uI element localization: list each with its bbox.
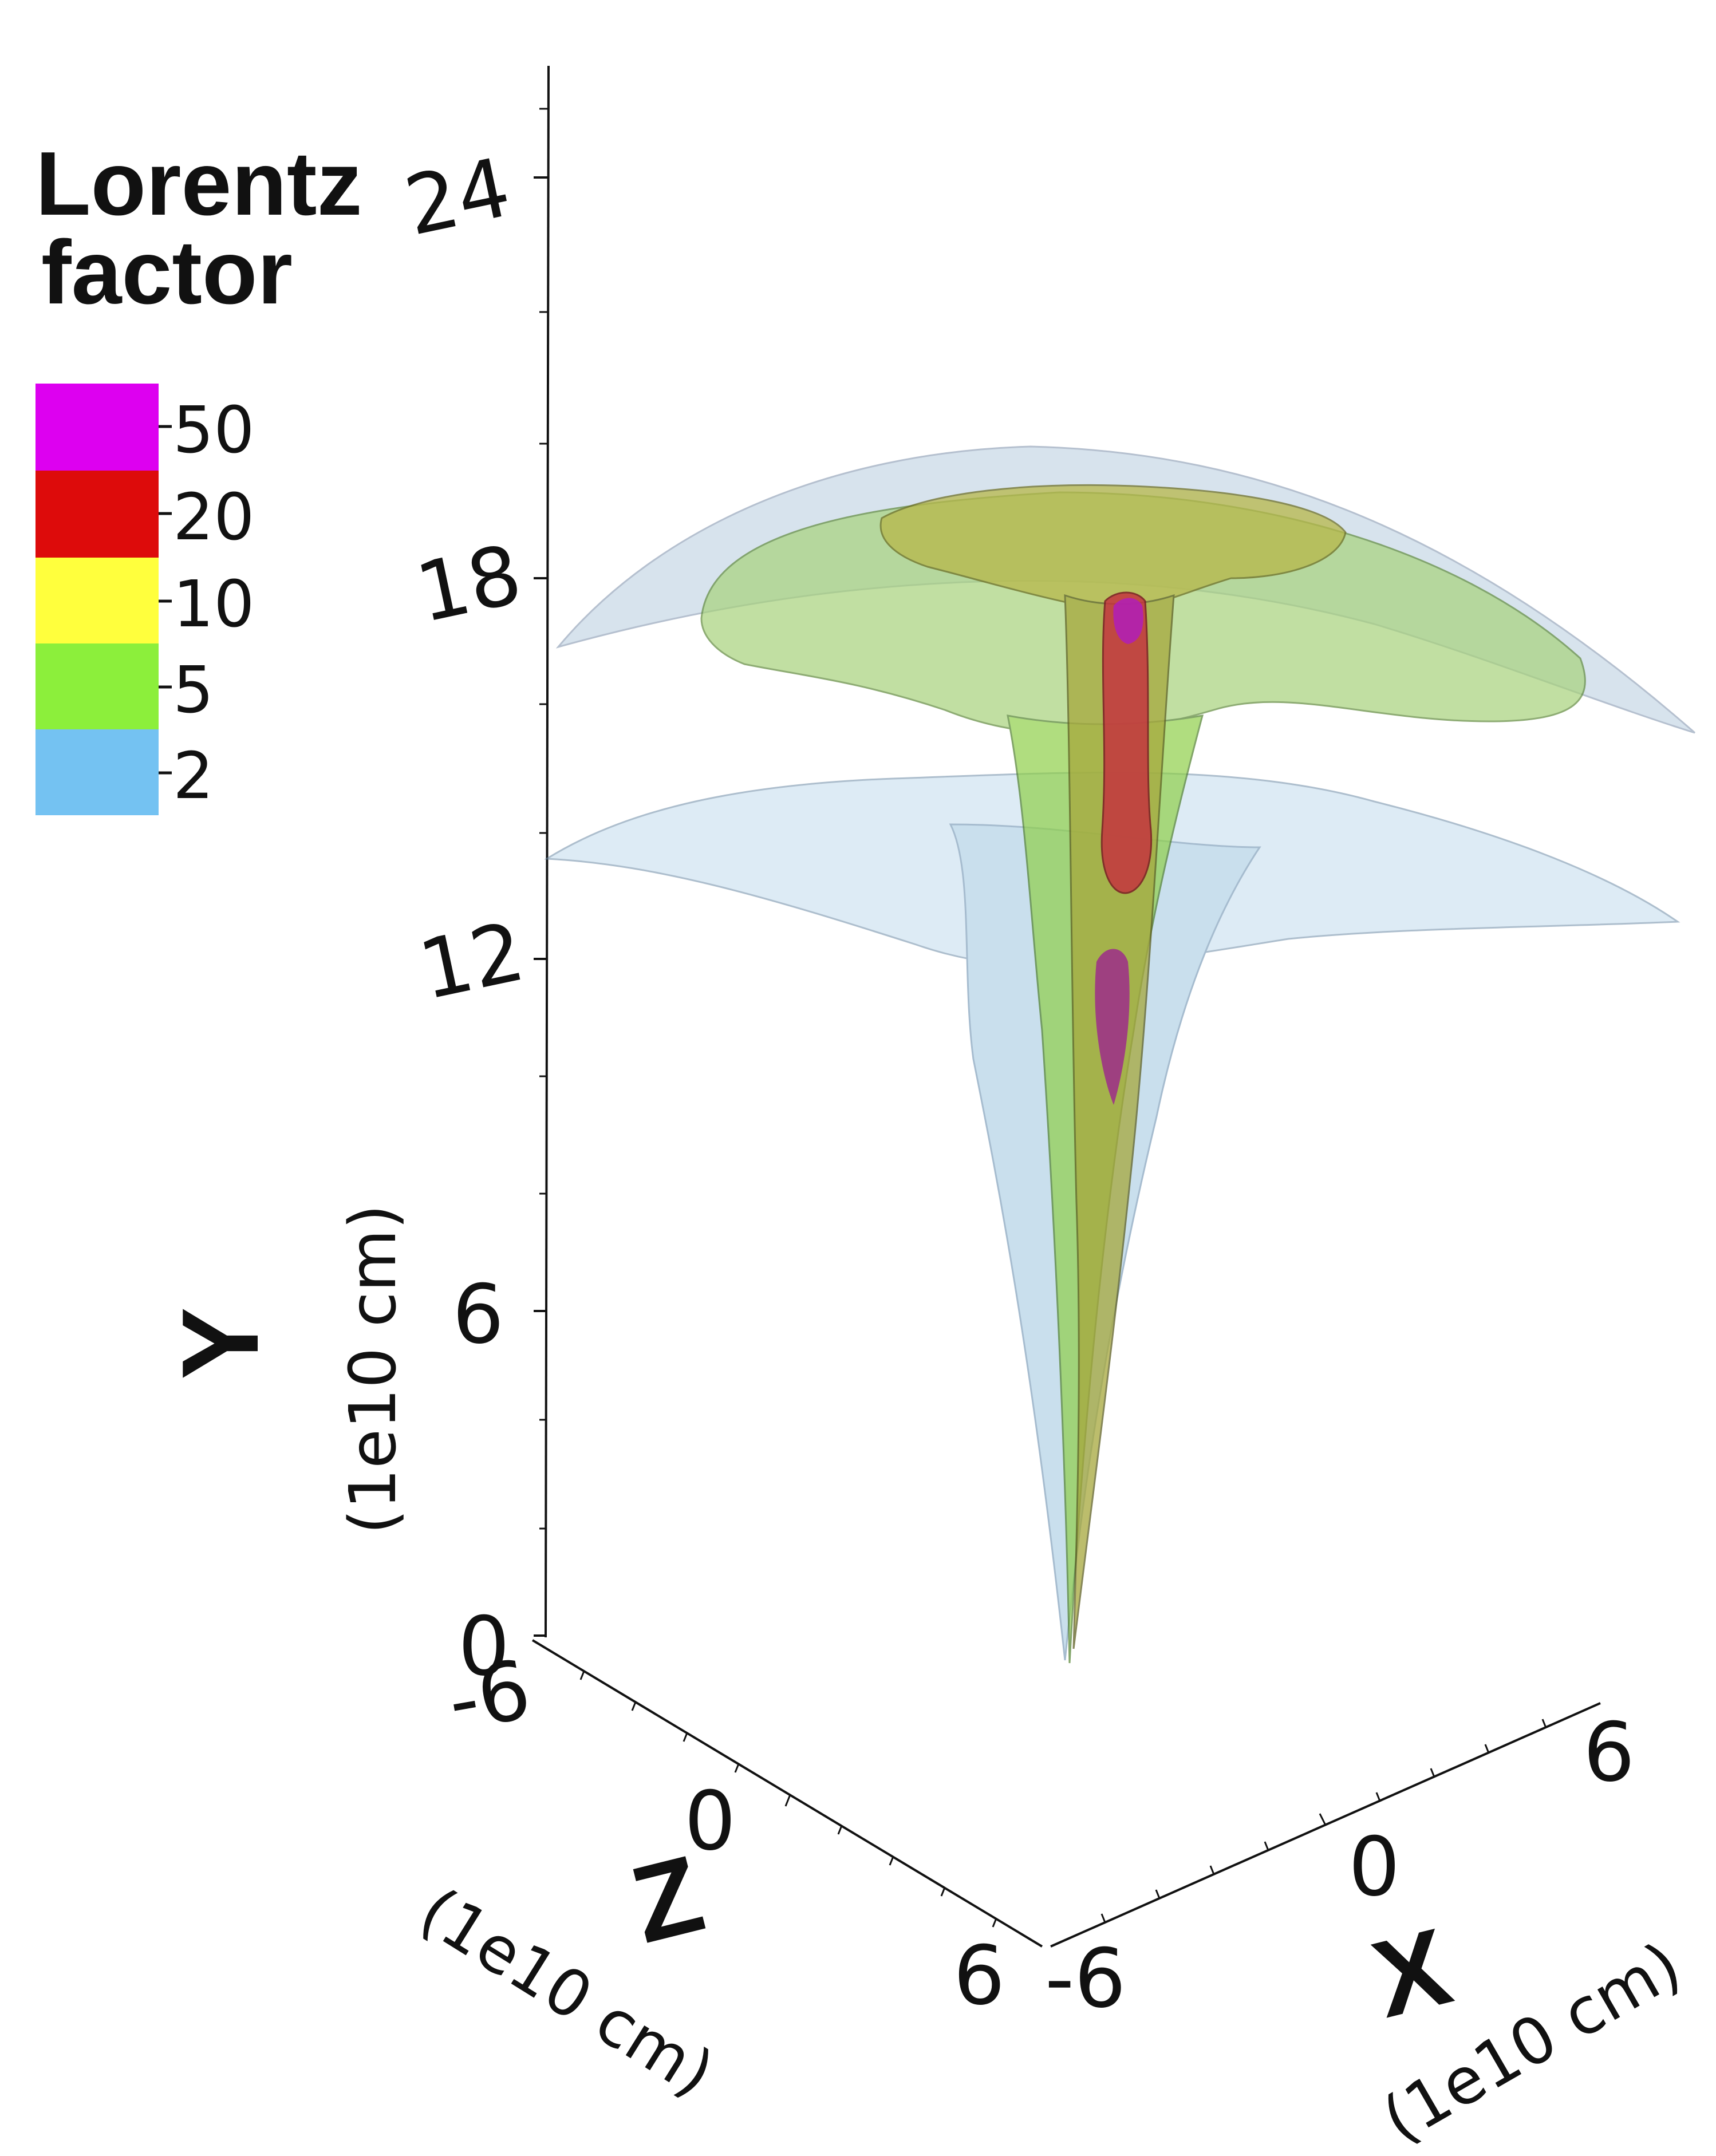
jet-render — [544, 445, 1695, 1664]
y-axis: 0 6 12 18 24 Y (1e10 cm) — [160, 65, 550, 1694]
x-axis-name: X — [1362, 1905, 1462, 2040]
x-axis: -6 0 6 X (1e10 cm) — [1045, 1702, 1694, 2156]
legend-swatch-2 — [35, 729, 159, 815]
x-tick-6: 6 — [1583, 1705, 1635, 1800]
legend-label-5: 5 — [173, 653, 214, 728]
legend-label-10: 10 — [173, 567, 255, 642]
legend-label-20: 20 — [173, 480, 255, 555]
core-gamma-50-lower — [1095, 949, 1130, 1105]
x-tick-neg6: -6 — [1045, 1932, 1126, 2026]
y-axis-line — [545, 65, 550, 1638]
z-axis-line — [531, 1639, 1043, 1948]
legend-tick-marks — [159, 425, 172, 775]
legend-swatch-20 — [35, 471, 159, 558]
isosurface-gamma-20 — [1100, 591, 1153, 894]
z-tick-0: 0 — [684, 1774, 736, 1869]
z-axis: -6 0 6 Z (1e10 cm) — [407, 1639, 1043, 2111]
y-axis-unit: (1e10 cm) — [336, 1205, 411, 1534]
z-tick-6: 6 — [953, 1929, 1005, 2023]
z-axis-ticks — [579, 1671, 997, 1928]
y-axis-minor-ticks — [539, 108, 549, 1530]
core-gamma-20 — [1100, 591, 1153, 894]
legend-title-line2: factor — [41, 222, 293, 323]
y-tick-0: 0 — [458, 1600, 510, 1694]
isosurface-gamma-50 — [1095, 598, 1143, 1105]
y-axis-name: Y — [160, 1307, 281, 1380]
legend: Lorentz factor 50 20 10 5 2 — [35, 133, 362, 815]
y-axis-major-ticks — [534, 176, 549, 1637]
y-tick-6: 6 — [452, 1267, 504, 1362]
x-tick-0: 0 — [1348, 1820, 1400, 1914]
legend-label-2: 2 — [173, 739, 214, 814]
legend-swatch-50 — [35, 384, 159, 471]
y-tick-18: 18 — [408, 527, 529, 641]
z-tick-neg6: -6 — [441, 1642, 537, 1750]
x-axis-ticks — [1100, 1719, 1547, 1923]
legend-swatch-5 — [35, 643, 159, 729]
upper-cap-gamma-10 — [879, 484, 1347, 611]
legend-label-50: 50 — [173, 393, 255, 468]
legend-title-line1: Lorentz — [35, 133, 362, 234]
core-gamma-50-top — [1113, 598, 1143, 644]
y-tick-12: 12 — [411, 905, 532, 1018]
legend-swatch-10 — [35, 558, 159, 643]
y-tick-24: 24 — [397, 140, 518, 254]
